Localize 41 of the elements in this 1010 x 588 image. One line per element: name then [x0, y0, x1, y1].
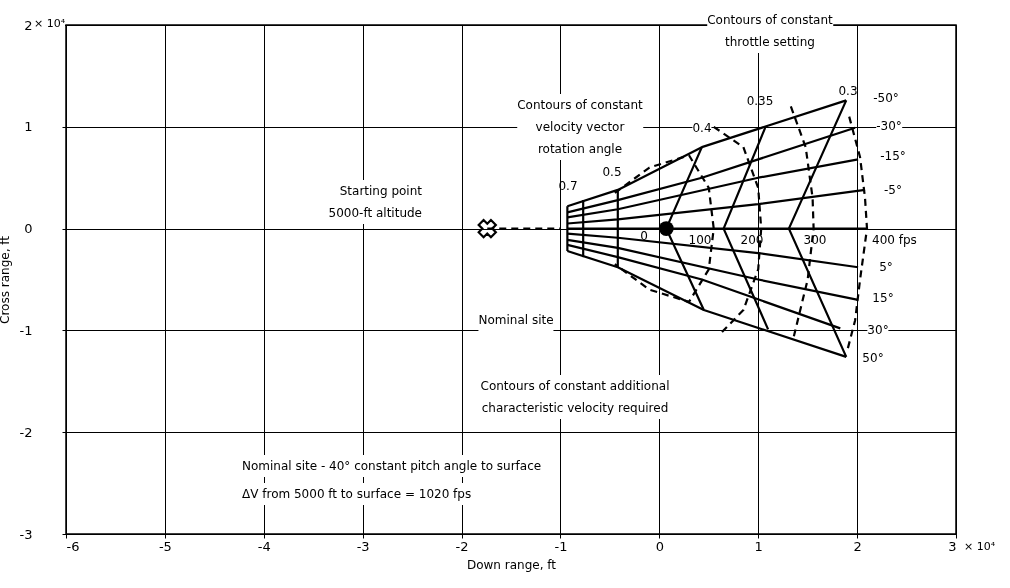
y-tick-label: -1: [19, 322, 33, 338]
annotation: 30°: [867, 319, 889, 341]
y-tick-label: 2: [24, 17, 33, 33]
x-tick-label: 2: [853, 538, 862, 554]
x-tick-label: -6: [66, 538, 80, 554]
annotation: 50°: [862, 350, 884, 367]
annotation: 100: [688, 232, 712, 249]
annotation: 5°: [879, 259, 893, 276]
annotation: Contours of constant throttle setting: [707, 9, 833, 53]
annotation: 400 fps: [872, 232, 917, 249]
x-tick-label: -2: [455, 538, 469, 554]
annotation: Starting point 5000-ft altitude: [328, 180, 422, 224]
y-tick-label: 0: [24, 221, 33, 237]
y-tick-label: 1: [24, 119, 33, 135]
annotation: 0.4: [692, 117, 712, 139]
x-tick-label: -4: [257, 538, 271, 554]
x-tick-label: 1: [754, 538, 763, 554]
annotation: -5°: [884, 182, 902, 199]
y-tick-label: -3: [19, 526, 33, 542]
annotation: -30°: [876, 115, 902, 137]
annotation: Nominal site - 40° constant pitch angle to surface: [242, 455, 542, 477]
y-axis-title: Cross range, ft: [0, 235, 12, 324]
annotation: Nominal site: [478, 309, 554, 331]
annotation: Contours of constant additional characteristic velocity required: [480, 375, 670, 419]
x-tick-label: -3: [356, 538, 370, 554]
x-tick-label: 0: [655, 538, 664, 554]
annotation: Contours of constant velocity vector rotation angle: [517, 94, 643, 160]
x-tick-label: 3: [948, 538, 957, 554]
text: × 10⁴: [34, 13, 66, 35]
annotation: 15°: [872, 290, 894, 307]
annotation: 0.3: [838, 83, 858, 100]
y-tick-label: -2: [19, 424, 33, 440]
annotation: 0.5: [602, 164, 622, 181]
x-axis-title: Down range, ft: [466, 557, 557, 572]
annotation: 0: [640, 228, 648, 245]
annotation: -50°: [873, 90, 899, 107]
annotation: -15°: [880, 148, 906, 165]
annotation: ΔV from 5000 ft to surface = 1020 fps: [242, 483, 472, 505]
text: × 10⁴: [964, 536, 996, 558]
x-tick-label: -1: [554, 538, 568, 554]
x-tick-label: -5: [158, 538, 172, 554]
